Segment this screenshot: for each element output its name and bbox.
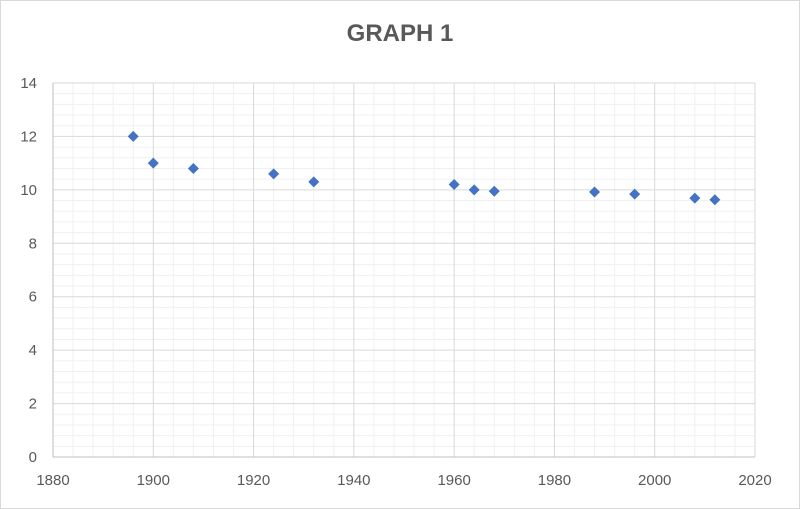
x-tick-label: 1880 bbox=[36, 472, 69, 489]
x-tick-label: 2020 bbox=[738, 472, 771, 489]
data-point bbox=[629, 188, 641, 200]
y-tick-label: 4 bbox=[29, 342, 37, 359]
major-gridlines bbox=[52, 82, 756, 458]
y-tick-label: 12 bbox=[20, 128, 37, 145]
data-point bbox=[268, 168, 280, 180]
y-tick-label: 6 bbox=[29, 289, 37, 306]
axis-lines bbox=[52, 83, 755, 458]
x-axis-tick-labels: 1880 1900 1920 1940 1960 1980 2000 2020 bbox=[36, 472, 771, 489]
data-point bbox=[448, 179, 460, 191]
x-tick-label: 1940 bbox=[337, 472, 370, 489]
chart-title: GRAPH 1 bbox=[346, 20, 454, 47]
data-point bbox=[589, 186, 601, 198]
x-tick-label: 1980 bbox=[538, 472, 571, 489]
y-tick-label: 8 bbox=[29, 235, 37, 252]
y-tick-label: 2 bbox=[29, 396, 37, 413]
data-point bbox=[308, 176, 320, 188]
x-tick-label: 1920 bbox=[237, 472, 270, 489]
x-tick-label: 1900 bbox=[137, 472, 170, 489]
y-tick-label: 0 bbox=[29, 449, 37, 466]
y-axis-tick-labels: 0 2 4 6 8 10 12 14 bbox=[20, 75, 37, 466]
y-tick-label: 14 bbox=[20, 75, 37, 92]
data-point bbox=[709, 194, 721, 206]
data-point bbox=[147, 157, 159, 169]
data-points bbox=[127, 130, 721, 206]
data-point bbox=[127, 130, 139, 142]
data-point bbox=[468, 184, 480, 196]
y-tick-label: 10 bbox=[20, 182, 37, 199]
data-point bbox=[488, 185, 500, 197]
data-point bbox=[187, 162, 199, 174]
x-tick-label: 2000 bbox=[638, 472, 671, 489]
data-point bbox=[689, 192, 701, 204]
minor-gridlines bbox=[53, 83, 755, 457]
x-tick-label: 1960 bbox=[437, 472, 470, 489]
